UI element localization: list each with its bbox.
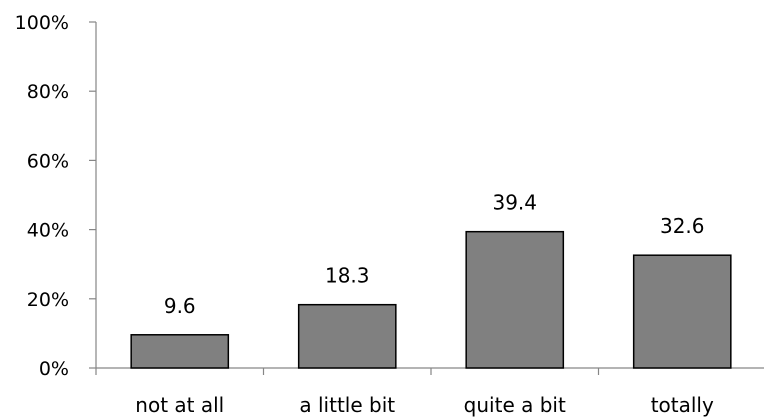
x-axis xyxy=(95,367,764,375)
data-label: 39.4 xyxy=(492,191,537,215)
y-tick-label: 100% xyxy=(15,12,69,34)
y-tick-label: 60% xyxy=(27,150,69,172)
bar-totally xyxy=(632,254,732,369)
category-labels: not at all a little bit quite a bit totally xyxy=(135,393,714,417)
y-tick-label: 40% xyxy=(27,220,69,242)
bar-a-little-bit xyxy=(297,303,397,369)
category-label: quite a bit xyxy=(464,393,566,417)
category-label: not at all xyxy=(135,393,224,417)
bar-quite-a-bit xyxy=(465,230,565,369)
y-tick-label: 80% xyxy=(27,81,69,103)
data-label: 18.3 xyxy=(325,264,370,288)
y-tick-label: 20% xyxy=(27,289,69,311)
data-label: 9.6 xyxy=(164,294,196,318)
data-labels: 9.6 18.3 39.4 32.6 xyxy=(164,191,705,318)
category-label: a little bit xyxy=(299,393,395,417)
y-axis: 0% 20% 40% 60% 80% 100% xyxy=(15,12,97,380)
y-tick-label: 0% xyxy=(39,358,69,380)
bars xyxy=(130,230,732,369)
data-label: 32.6 xyxy=(660,214,705,238)
bar-not-at-all xyxy=(130,334,230,369)
category-label: totally xyxy=(651,393,714,417)
